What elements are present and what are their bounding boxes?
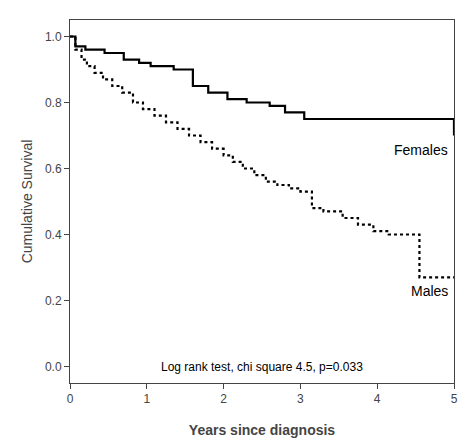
- svg-text:1.0: 1.0: [45, 30, 62, 44]
- svg-text:Log rank test, chi square 4.5,: Log rank test, chi square 4.5, p=0.033: [161, 360, 363, 374]
- svg-text:Years since diagnosis: Years since diagnosis: [189, 422, 336, 438]
- svg-text:3: 3: [297, 392, 304, 406]
- svg-text:1: 1: [143, 392, 150, 406]
- svg-text:0.6: 0.6: [45, 162, 62, 176]
- svg-text:0.2: 0.2: [45, 294, 62, 308]
- svg-text:0.8: 0.8: [45, 96, 62, 110]
- svg-text:Females: Females: [394, 142, 448, 158]
- svg-text:4: 4: [374, 392, 381, 406]
- svg-text:Males: Males: [411, 283, 448, 299]
- svg-text:5: 5: [451, 392, 458, 406]
- svg-text:0.0: 0.0: [45, 360, 62, 374]
- svg-text:2: 2: [220, 392, 227, 406]
- svg-text:Cumulative Survival: Cumulative Survival: [19, 140, 35, 264]
- svg-text:0.4: 0.4: [45, 228, 62, 242]
- svg-text:0: 0: [67, 392, 74, 406]
